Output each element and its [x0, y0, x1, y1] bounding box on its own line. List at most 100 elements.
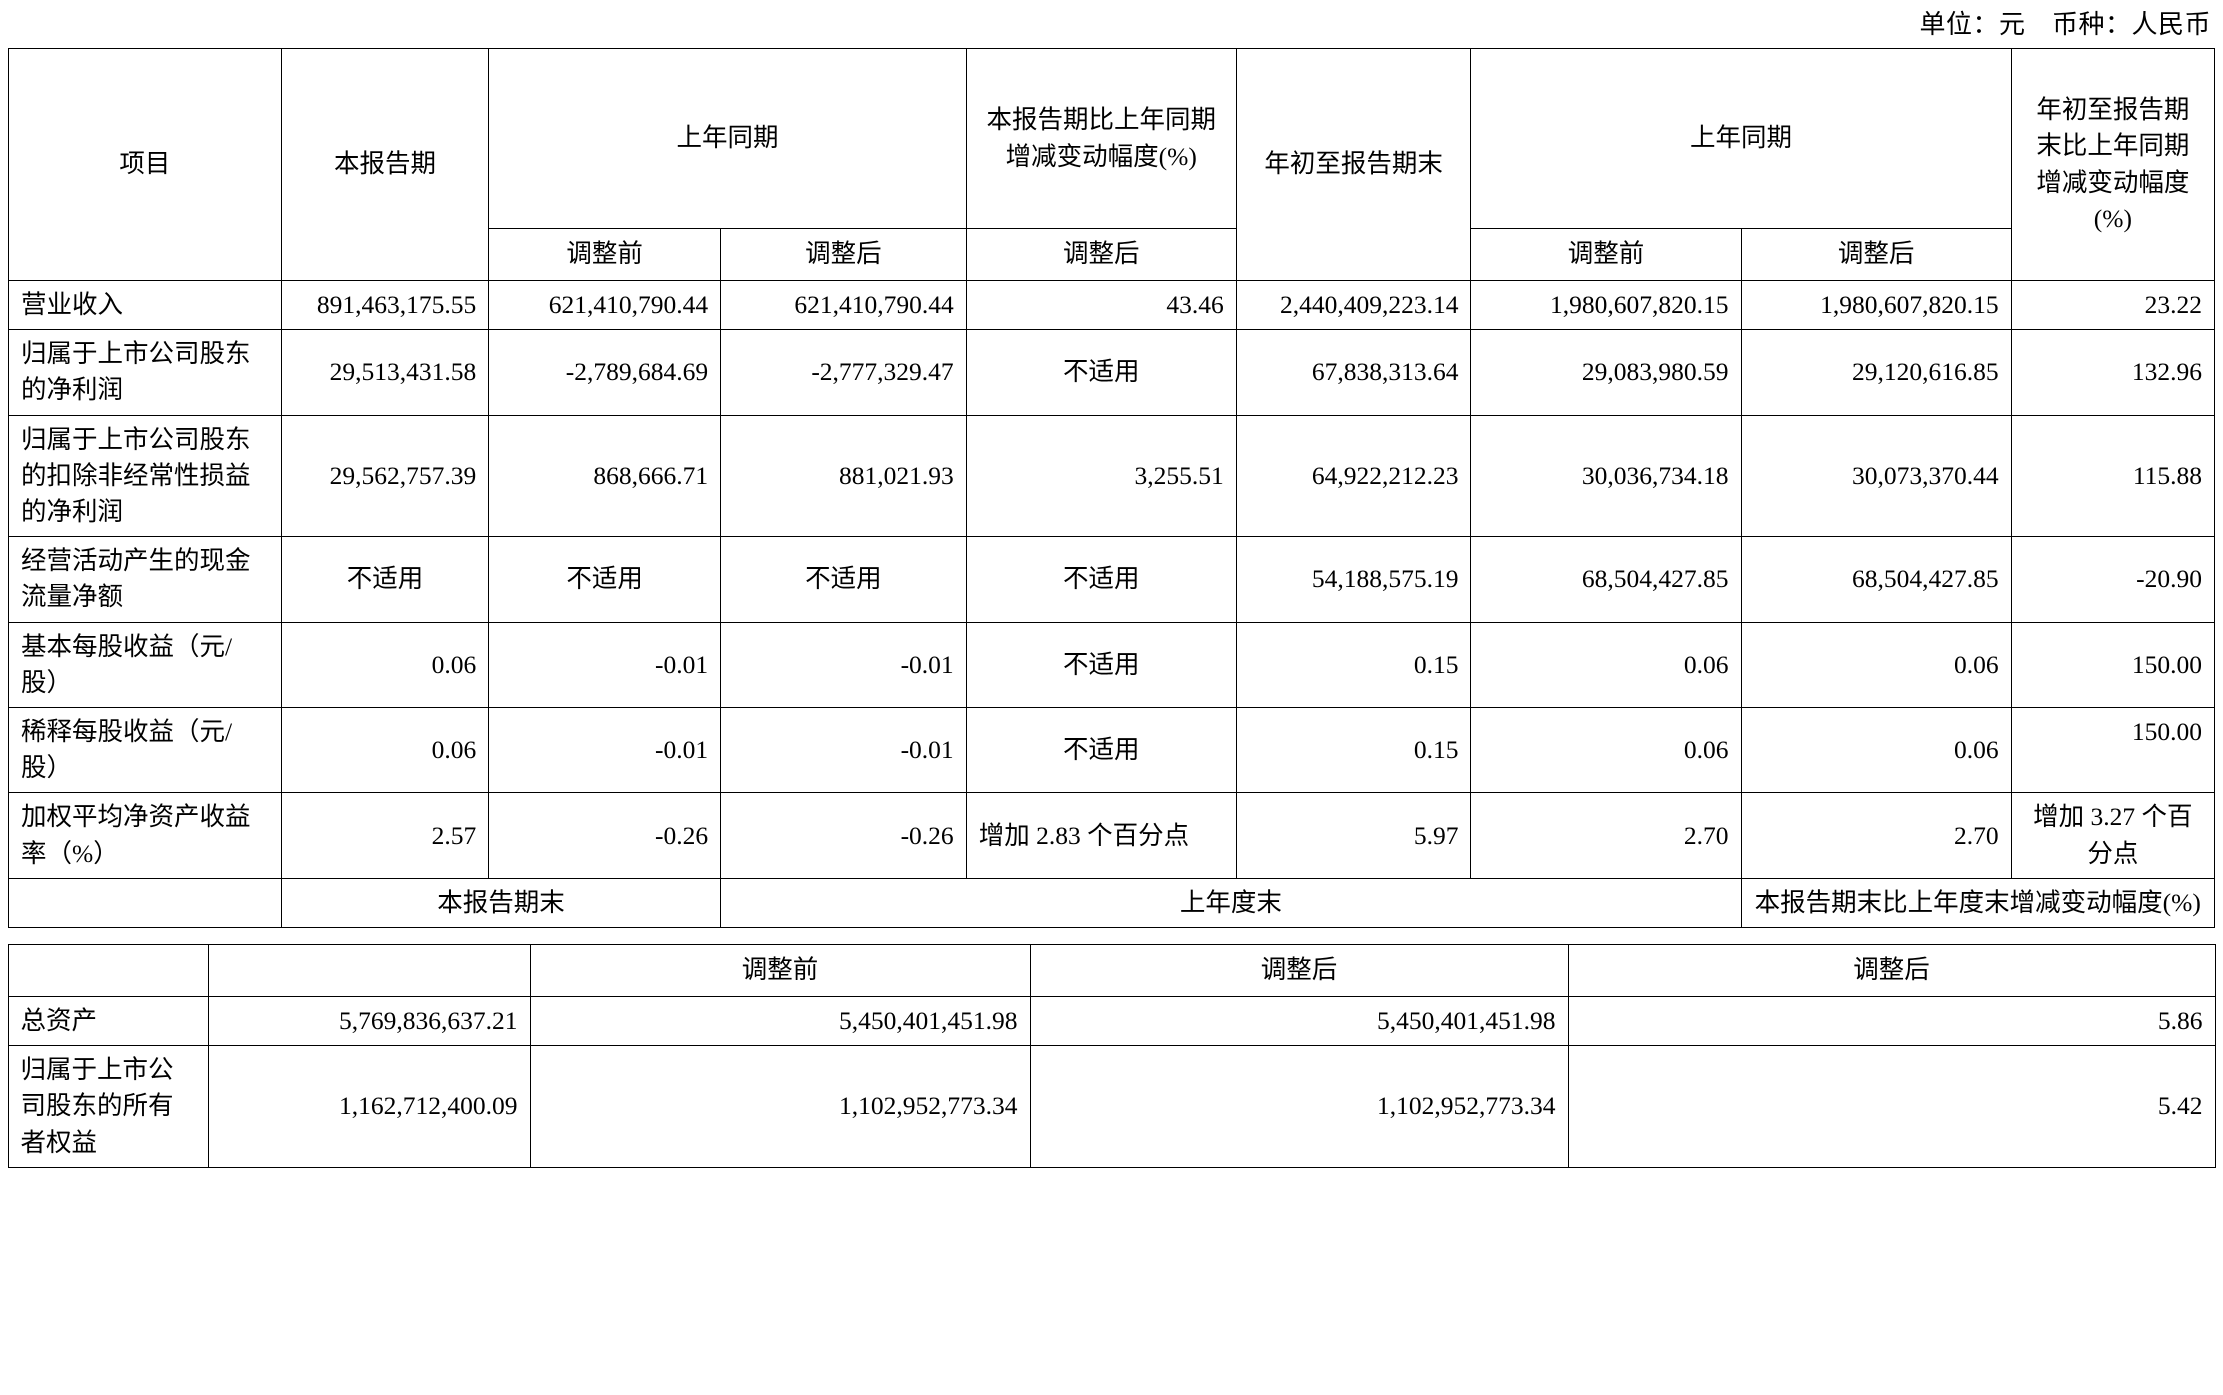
- row-prior-after: -0.01: [720, 707, 967, 794]
- row-ytd-prior-before: 0.06: [1470, 707, 1742, 794]
- subheader-after-adjust-ytd: 调整后: [1740, 228, 2012, 281]
- row-prior-after: 1,102,952,773.34: [1029, 1045, 1569, 1168]
- row-prior-before: 5,450,401,451.98: [529, 996, 1031, 1047]
- row-current-end: 5,769,836,637.21: [207, 996, 531, 1047]
- row-ytd: 64,922,212.23: [1235, 414, 1472, 538]
- row-change: 5.42: [1567, 1045, 2216, 1168]
- table-row: 归属于上市公司股东的所有者权益 1,162,712,400.09 1,102,9…: [7, 1045, 2216, 1168]
- row-ytd-prior-before: 29,083,980.59: [1470, 329, 1742, 416]
- row-prior-before: 621,410,790.44: [488, 279, 722, 331]
- row-item-label: 总资产: [7, 996, 209, 1047]
- table-row: 营业收入 891,463,175.55 621,410,790.44 621,4…: [8, 279, 2216, 331]
- subheader-before-adjust: 调整前: [488, 228, 722, 281]
- table-row: 归属于上市公司股东的净利润 29,513,431.58 -2,789,684.6…: [8, 329, 2216, 416]
- section-break-blank: [8, 877, 282, 929]
- row-current: 0.06: [280, 621, 490, 709]
- row-item-label: 归属于上市公司股东的所有者权益: [7, 1045, 209, 1168]
- row-ytd: 2,440,409,223.14: [1235, 279, 1472, 331]
- row-ytd-prior-before: 1,980,607,820.15: [1470, 279, 1742, 331]
- row-item-label: 稀释每股收益（元/股）: [8, 707, 282, 794]
- header-prior-same-period: 上年同期: [488, 48, 967, 229]
- row-ytd-prior-after: 2.70: [1740, 792, 2012, 879]
- row-ytd-change: 132.96: [2010, 329, 2216, 416]
- row-ytd: 54,188,575.19: [1235, 536, 1472, 623]
- row-ytd-change: 150.00: [2010, 621, 2216, 709]
- main-financial-table: 项目 本报告期 上年同期 本报告期比上年同期增减变动幅度(%) 年初至报告期末 …: [8, 48, 2216, 929]
- row-prior-before: -0.01: [488, 707, 722, 794]
- row-prior-before: -2,789,684.69: [488, 329, 722, 416]
- row-current: 不适用: [280, 536, 490, 623]
- row-ytd: 0.15: [1235, 621, 1472, 709]
- header-ytd-change-vs-prior: 年初至报告期末比上年同期增减变动幅度(%): [2010, 48, 2216, 281]
- subheader-before-adjust-ytd: 调整前: [1470, 228, 1742, 281]
- row-ytd: 0.15: [1235, 707, 1472, 794]
- row-current: 29,562,757.39: [280, 414, 490, 538]
- row-prior-before: 不适用: [488, 536, 722, 623]
- row-change: 不适用: [965, 329, 1237, 416]
- table-row: 经营活动产生的现金流量净额 不适用 不适用 不适用 不适用 54,188,575…: [8, 536, 2216, 623]
- row-change: 不适用: [965, 621, 1237, 709]
- row-current: 29,513,431.58: [280, 329, 490, 416]
- unit-currency-note: 单位：元 币种：人民币: [1919, 10, 2211, 39]
- row-prior-after: 621,410,790.44: [720, 279, 967, 331]
- row-ytd-change: -20.90: [2010, 536, 2216, 623]
- row-current: 891,463,175.55: [280, 279, 490, 331]
- table-header-row-primary: 项目 本报告期 上年同期 本报告期比上年同期增减变动幅度(%) 年初至报告期末 …: [8, 48, 2216, 281]
- balance-subheader-before-adjust: 调整前: [529, 944, 1031, 998]
- subheader-after-adjust: 调整后: [720, 228, 967, 281]
- row-ytd-prior-after: 68,504,427.85: [1740, 536, 2012, 623]
- balance-subheader-after-adjust: 调整后: [1029, 944, 1569, 998]
- table-row: 总资产 5,769,836,637.21 5,450,401,451.98 5,…: [7, 996, 2216, 1047]
- row-ytd-change: 115.88: [2010, 414, 2216, 538]
- row-prior-before: 868,666.71: [488, 414, 722, 538]
- row-prior-after: 881,021.93: [720, 414, 967, 538]
- section-break-header-row: 本报告期末 上年度末 本报告期末比上年度末增减变动幅度(%): [8, 877, 2216, 929]
- row-ytd-prior-after: 0.06: [1740, 707, 2012, 794]
- header-change-vs-prior-period: 本报告期比上年同期增减变动幅度(%): [965, 48, 1237, 229]
- section-header-change-vs-prior-year-end: 本报告期末比上年度末增减变动幅度(%): [1740, 877, 2216, 929]
- header-prior-same-period-ytd: 上年同期: [1470, 48, 2012, 229]
- balance-subheader-blank-item: [7, 944, 209, 998]
- row-change: 增加 2.83 个百分点: [965, 792, 1237, 879]
- header-item: 项目: [8, 48, 282, 281]
- row-prior-after: 5,450,401,451.98: [1029, 996, 1569, 1047]
- row-ytd-change: 150.00: [2010, 707, 2216, 794]
- row-ytd-prior-before: 68,504,427.85: [1470, 536, 1742, 623]
- row-ytd-prior-after: 29,120,616.85: [1740, 329, 2012, 416]
- row-prior-before: -0.01: [488, 621, 722, 709]
- row-ytd-prior-before: 30,036,734.18: [1470, 414, 1742, 538]
- row-ytd-prior-after: 1,980,607,820.15: [1740, 279, 2012, 331]
- row-ytd-prior-after: 30,073,370.44: [1740, 414, 2012, 538]
- header-current-period: 本报告期: [280, 48, 490, 281]
- balance-subheader-after-adjust-change: 调整后: [1567, 944, 2216, 998]
- row-ytd: 67,838,313.64: [1235, 329, 1472, 416]
- row-current: 0.06: [280, 707, 490, 794]
- row-item-label: 加权平均净资产收益率（%）: [8, 792, 282, 879]
- row-ytd: 5.97: [1235, 792, 1472, 879]
- section-header-prior-year-end: 上年度末: [720, 877, 1742, 929]
- subheader-after-adjust-change: 调整后: [965, 228, 1237, 281]
- balance-sheet-table: 调整前 调整后 调整后 总资产 5,769,836,637.21 5,450,4…: [7, 944, 2216, 1168]
- table-row: 稀释每股收益（元/股） 0.06 -0.01 -0.01 不适用 0.15 0.…: [8, 707, 2216, 794]
- balance-subheader-row: 调整前 调整后 调整后: [7, 944, 2216, 998]
- row-change: 不适用: [965, 536, 1237, 623]
- table-row: 加权平均净资产收益率（%） 2.57 -0.26 -0.26 增加 2.83 个…: [8, 792, 2216, 879]
- row-prior-after: -2,777,329.47: [720, 329, 967, 416]
- header-ytd-to-period-end: 年初至报告期末: [1235, 48, 1472, 281]
- row-item-label: 经营活动产生的现金流量净额: [8, 536, 282, 623]
- row-prior-after: -0.26: [720, 792, 967, 879]
- row-item-label: 基本每股收益（元/股）: [8, 621, 282, 709]
- row-prior-before: 1,102,952,773.34: [529, 1045, 1031, 1168]
- row-item-label: 归属于上市公司股东的净利润: [8, 329, 282, 416]
- row-ytd-change: 23.22: [2010, 279, 2216, 331]
- row-ytd-prior-after: 0.06: [1740, 621, 2012, 709]
- row-change: 3,255.51: [965, 414, 1237, 538]
- row-ytd-prior-before: 2.70: [1470, 792, 1742, 879]
- balance-subheader-blank-current: [207, 944, 531, 998]
- section-header-period-end: 本报告期末: [280, 877, 722, 929]
- row-ytd-change: 增加 3.27 个百分点: [2010, 792, 2216, 879]
- table-row: 基本每股收益（元/股） 0.06 -0.01 -0.01 不适用 0.15 0.…: [8, 621, 2216, 709]
- row-change: 43.46: [965, 279, 1237, 331]
- row-ytd-prior-before: 0.06: [1470, 621, 1742, 709]
